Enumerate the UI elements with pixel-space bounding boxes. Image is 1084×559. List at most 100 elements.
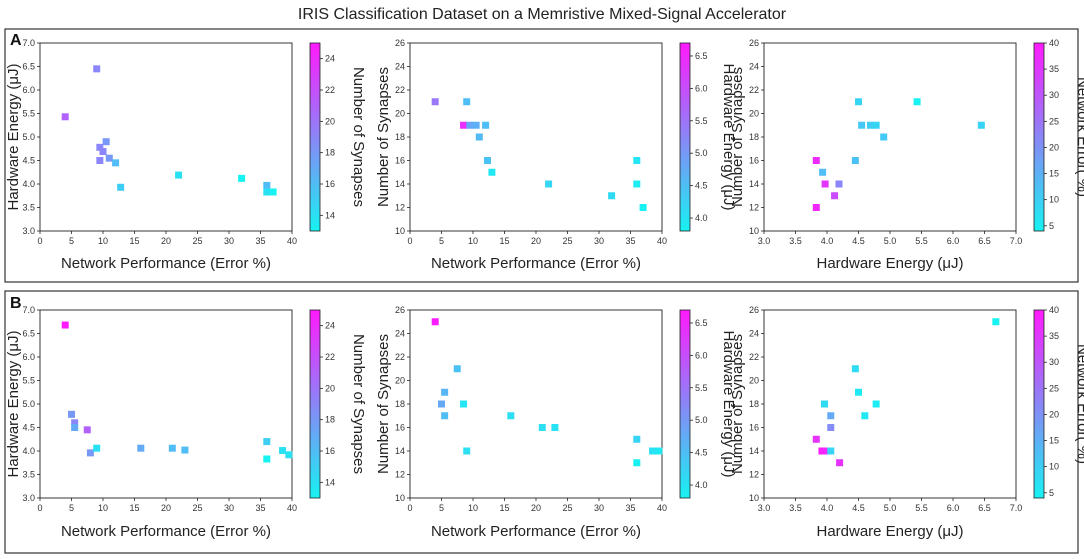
colorbar-tick-label: 20 [325,383,335,393]
data-point [438,400,445,408]
data-point [855,98,862,106]
data-point [285,451,293,459]
colorbar-tick-label: 14 [325,210,335,220]
data-point [836,459,844,467]
scatter-chart-6: 3.0 3.5 4.0 4.5 5.0 5.5 6.0 6.5 7.0 10 12 14 16 18 20 2… [729,305,1084,540]
data-point [820,400,828,408]
colorbar-tick-label: 6.5 [695,51,708,61]
x-tick-label: 35 [255,503,265,513]
y-tick-label: 3.5 [22,470,35,480]
y-tick-label: 22 [749,352,759,362]
colorbar-tick-label: 35 [1049,331,1059,341]
colorbar-tick-label: 40 [1049,305,1059,315]
panel-b-label: B [10,295,22,312]
colorbar-tick-label: 35 [1049,64,1059,74]
data-point [71,419,79,427]
data-point [175,171,183,179]
y-tick-label: 16 [749,156,759,166]
x-tick-label: 40 [657,503,667,513]
colorbar-tick-label: 24 [325,54,335,64]
charts-layer: 0 5 10 15 20 25 30 35 40 3.0 3.5 4.0 4.5 5.0 5.5 6.0 6.5… [5,38,1084,540]
data-point [93,65,101,73]
x-tick-label: 3.0 [758,236,771,246]
y-tick-label: 18 [395,399,405,409]
data-point [858,121,866,129]
plot-area [763,42,1017,232]
y-tick-label: 3.5 [22,203,35,213]
x-tick-label: 30 [594,503,604,513]
colorbar-tick-label: 18 [325,415,335,425]
y-tick-label: 14 [749,446,759,456]
data-point [460,400,468,408]
y-tick-label: 10 [395,493,405,503]
y-axis-label: Number of Synapses [375,67,392,207]
colorbar-tick-label: 6.5 [695,318,708,328]
colorbar-tick-label: 20 [1049,142,1059,152]
data-point [812,204,820,211]
data-point [992,318,1000,326]
colorbar-label: Network Error( %) [1074,344,1084,464]
panel-a-frame [4,28,1079,283]
data-point [238,174,246,182]
data-point [633,180,641,188]
data-point [880,133,888,141]
y-axis-label: Number of Synapses [729,67,746,207]
data-point [831,192,839,200]
x-tick-label: 10 [98,236,108,246]
x-tick-label: 40 [287,503,297,513]
colorbar-tick-label: 30 [1049,357,1059,367]
y-axis-label: Hardware Energy (μJ) [5,63,22,210]
y-tick-label: 16 [395,423,405,433]
data-point [102,138,110,146]
y-tick-label: 26 [749,305,759,315]
data-point [482,121,490,129]
x-tick-label: 3.5 [789,503,802,513]
colorbar-tick-label: 6.0 [695,350,708,360]
y-tick-label: 6.0 [22,352,35,362]
data-point [168,444,176,452]
data-point [453,365,461,373]
data-point [655,447,663,455]
data-point [181,446,189,454]
data-point [117,183,125,191]
y-tick-label: 24 [395,62,405,72]
y-tick-label: 14 [395,446,405,456]
y-tick-label: 24 [749,329,759,339]
y-tick-label: 5.5 [22,376,35,386]
x-tick-label: 30 [224,503,234,513]
x-tick-label: 35 [625,503,635,513]
y-tick-label: 4.5 [22,423,35,433]
colorbar-tick-label: 24 [325,321,335,331]
y-tick-label: 4.0 [22,446,35,456]
x-tick-label: 25 [562,236,572,246]
colorbar-tick-label: 16 [325,446,335,456]
data-point [649,447,657,455]
data-point [68,410,75,418]
x-tick-label: 4.0 [821,503,834,513]
colorbar-tick-label: 4.0 [695,213,708,223]
colorbar-tick-label: 10 [1049,195,1059,205]
y-tick-label: 6.5 [22,329,35,339]
y-tick-label: 22 [395,85,405,95]
colorbar-label: Hardware Energy (μJ) [720,63,737,210]
data-point [86,449,94,457]
y-tick-label: 16 [749,423,759,433]
y-tick-label: 24 [749,62,759,72]
y-tick-label: 26 [749,38,759,48]
colorbar-label: Number of Synapses [350,67,367,207]
data-point [488,168,496,176]
data-point [866,121,874,129]
data-point [827,447,835,455]
x-tick-label: 0 [407,236,412,246]
colorbar-tick-label: 30 [1049,90,1059,100]
data-point [99,148,107,156]
colorbar-tick-label: 14 [325,477,335,487]
y-tick-label: 6.0 [22,85,35,95]
x-tick-label: 20 [161,236,171,246]
data-point [263,455,271,463]
data-point [851,365,859,373]
colorbar [1033,42,1045,232]
x-tick-label: 0 [37,236,42,246]
data-point [105,154,113,162]
x-tick-label: 35 [625,236,635,246]
